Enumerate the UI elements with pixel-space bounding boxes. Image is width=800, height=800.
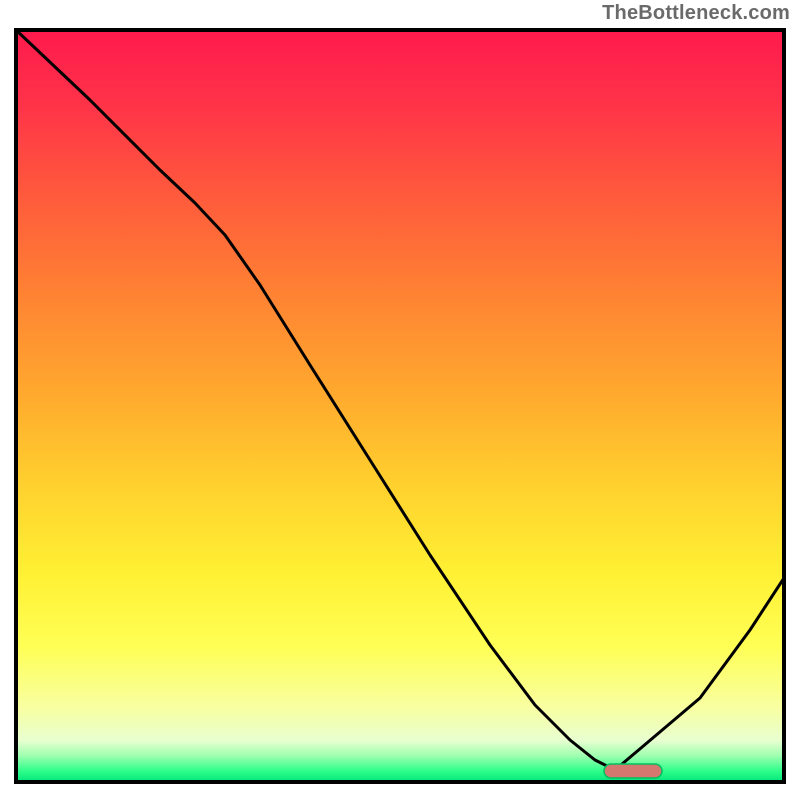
chart-svg (0, 0, 800, 800)
bottleneck-chart: TheBottleneck.com (0, 0, 800, 800)
optimal-marker (604, 764, 662, 778)
watermark-text: TheBottleneck.com (602, 2, 790, 25)
